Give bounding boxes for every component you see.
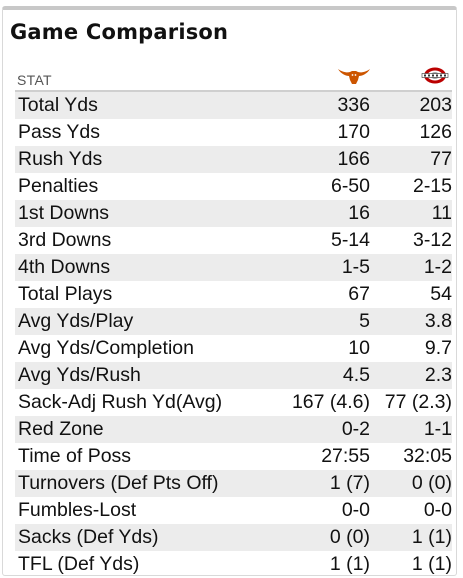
team-a-value: 16 <box>348 202 370 224</box>
team-b-value: 2.3 <box>424 364 452 386</box>
table-row: 1st Downs 16 11 <box>15 200 452 227</box>
team-a-value: 167 (4.6) <box>291 391 370 413</box>
stats-table-body: Total Yds 336 203 Pass Yds 170 126 Rush Yds 166… <box>15 92 452 578</box>
table-row: Avg Yds/Play 5 3.8 <box>15 308 452 335</box>
team-a-value: 67 <box>348 283 370 305</box>
team-b-value: 77 <box>430 148 452 170</box>
stat-label: Red Zone <box>18 418 104 440</box>
team-b-value: 203 <box>419 94 452 116</box>
stat-label: Turnovers (Def Pts Off) <box>18 472 219 494</box>
team-b-value: 3-12 <box>412 229 452 251</box>
card-title: Game Comparison <box>10 20 229 44</box>
stat-label: Rush Yds <box>18 148 103 170</box>
table-row: Pass Yds 170 126 <box>15 119 452 146</box>
stat-label: Sack-Adj Rush Yd(Avg) <box>18 391 223 413</box>
team-b-value: 126 <box>419 121 452 143</box>
stat-label: Total Plays <box>18 283 113 305</box>
team-b-value: 1 (1) <box>411 526 452 548</box>
team-b-value: 32:05 <box>403 445 452 467</box>
team-a-value: 1-5 <box>341 256 370 278</box>
table-row: Sacks (Def Yds) 0 (0) 1 (1) <box>15 524 452 551</box>
team-a-value: 1 (1) <box>329 553 370 575</box>
team-b-value: 77 (2.3) <box>384 391 452 413</box>
team-a-value: 4.5 <box>342 364 370 386</box>
table-header: STAT <box>15 62 452 92</box>
stat-label: Time of Poss <box>18 445 132 467</box>
table-row: Total Plays 67 54 <box>15 281 452 308</box>
stat-label: 3rd Downs <box>18 229 112 251</box>
team-b-value: 11 <box>431 202 452 224</box>
team-a-value: 5 <box>359 310 370 332</box>
stat-label: TFL (Def Yds) <box>18 553 140 575</box>
team-b-value: 0 (0) <box>411 472 452 494</box>
stat-label: Avg Yds/Rush <box>18 364 141 386</box>
team-a-value: 27:55 <box>321 445 370 467</box>
team-a-value: 6-50 <box>330 175 370 197</box>
stat-label: Fumbles-Lost <box>18 499 137 521</box>
team-b-value: 1 (1) <box>411 553 452 575</box>
table-row: 3rd Downs 5-14 3-12 <box>15 227 452 254</box>
stat-label: Penalties <box>18 175 99 197</box>
stat-label: 1st Downs <box>18 202 110 224</box>
team-a-value: 0 (0) <box>329 526 370 548</box>
team-a-value: 170 <box>337 121 370 143</box>
table-row: Total Yds 336 203 <box>15 92 452 119</box>
team-a-value: 166 <box>337 148 370 170</box>
table-row: Turnovers (Def Pts Off) 1 (7) 0 (0) <box>15 470 452 497</box>
longhorn-logo-icon <box>338 69 370 84</box>
table-row: Fumbles-Lost 0-0 0-0 <box>15 497 452 524</box>
stat-label: Sacks (Def Yds) <box>18 526 159 548</box>
table-row: Red Zone 0-2 1-1 <box>15 416 452 443</box>
table-row: Sack-Adj Rush Yd(Avg) 167 (4.6) 77 (2.3) <box>15 389 452 416</box>
team-b-value: 9.7 <box>424 337 452 359</box>
team-b-value: 54 <box>430 283 452 305</box>
team-a-value: 5-14 <box>330 229 370 251</box>
stat-label: 4th Downs <box>18 256 111 278</box>
team-b-value: 0-0 <box>423 499 452 521</box>
team-b-value: 1-2 <box>423 256 452 278</box>
game-comparison-card: Game Comparison STAT Total Yds 336 203 Pass… <box>2 6 457 576</box>
team-a-value: 0-2 <box>341 418 370 440</box>
ohio-state-logo-icon <box>421 67 449 84</box>
table-row: Penalties 6-50 2-15 <box>15 173 452 200</box>
team-a-value: 1 (7) <box>329 472 370 494</box>
table-row: Rush Yds 166 77 <box>15 146 452 173</box>
team-b-value: 2-15 <box>412 175 452 197</box>
table-row: Time of Poss 27:55 32:05 <box>15 443 452 470</box>
table-row: TFL (Def Yds) 1 (1) 1 (1) <box>15 551 452 578</box>
stat-label: Pass Yds <box>18 121 101 143</box>
team-a-value: 336 <box>337 94 370 116</box>
team-a-value: 10 <box>348 337 370 359</box>
table-row: Avg Yds/Completion 10 9.7 <box>15 335 452 362</box>
team-b-value: 3.8 <box>424 310 452 332</box>
team-a-value: 0-0 <box>341 499 370 521</box>
team-b-value: 1-1 <box>423 418 452 440</box>
stat-label: Total Yds <box>18 94 98 116</box>
stat-label: Avg Yds/Completion <box>18 337 194 359</box>
table-row: 4th Downs 1-5 1-2 <box>15 254 452 281</box>
stat-column-header: STAT <box>17 72 52 88</box>
stat-label: Avg Yds/Play <box>18 310 134 332</box>
table-row: Avg Yds/Rush 4.5 2.3 <box>15 362 452 389</box>
